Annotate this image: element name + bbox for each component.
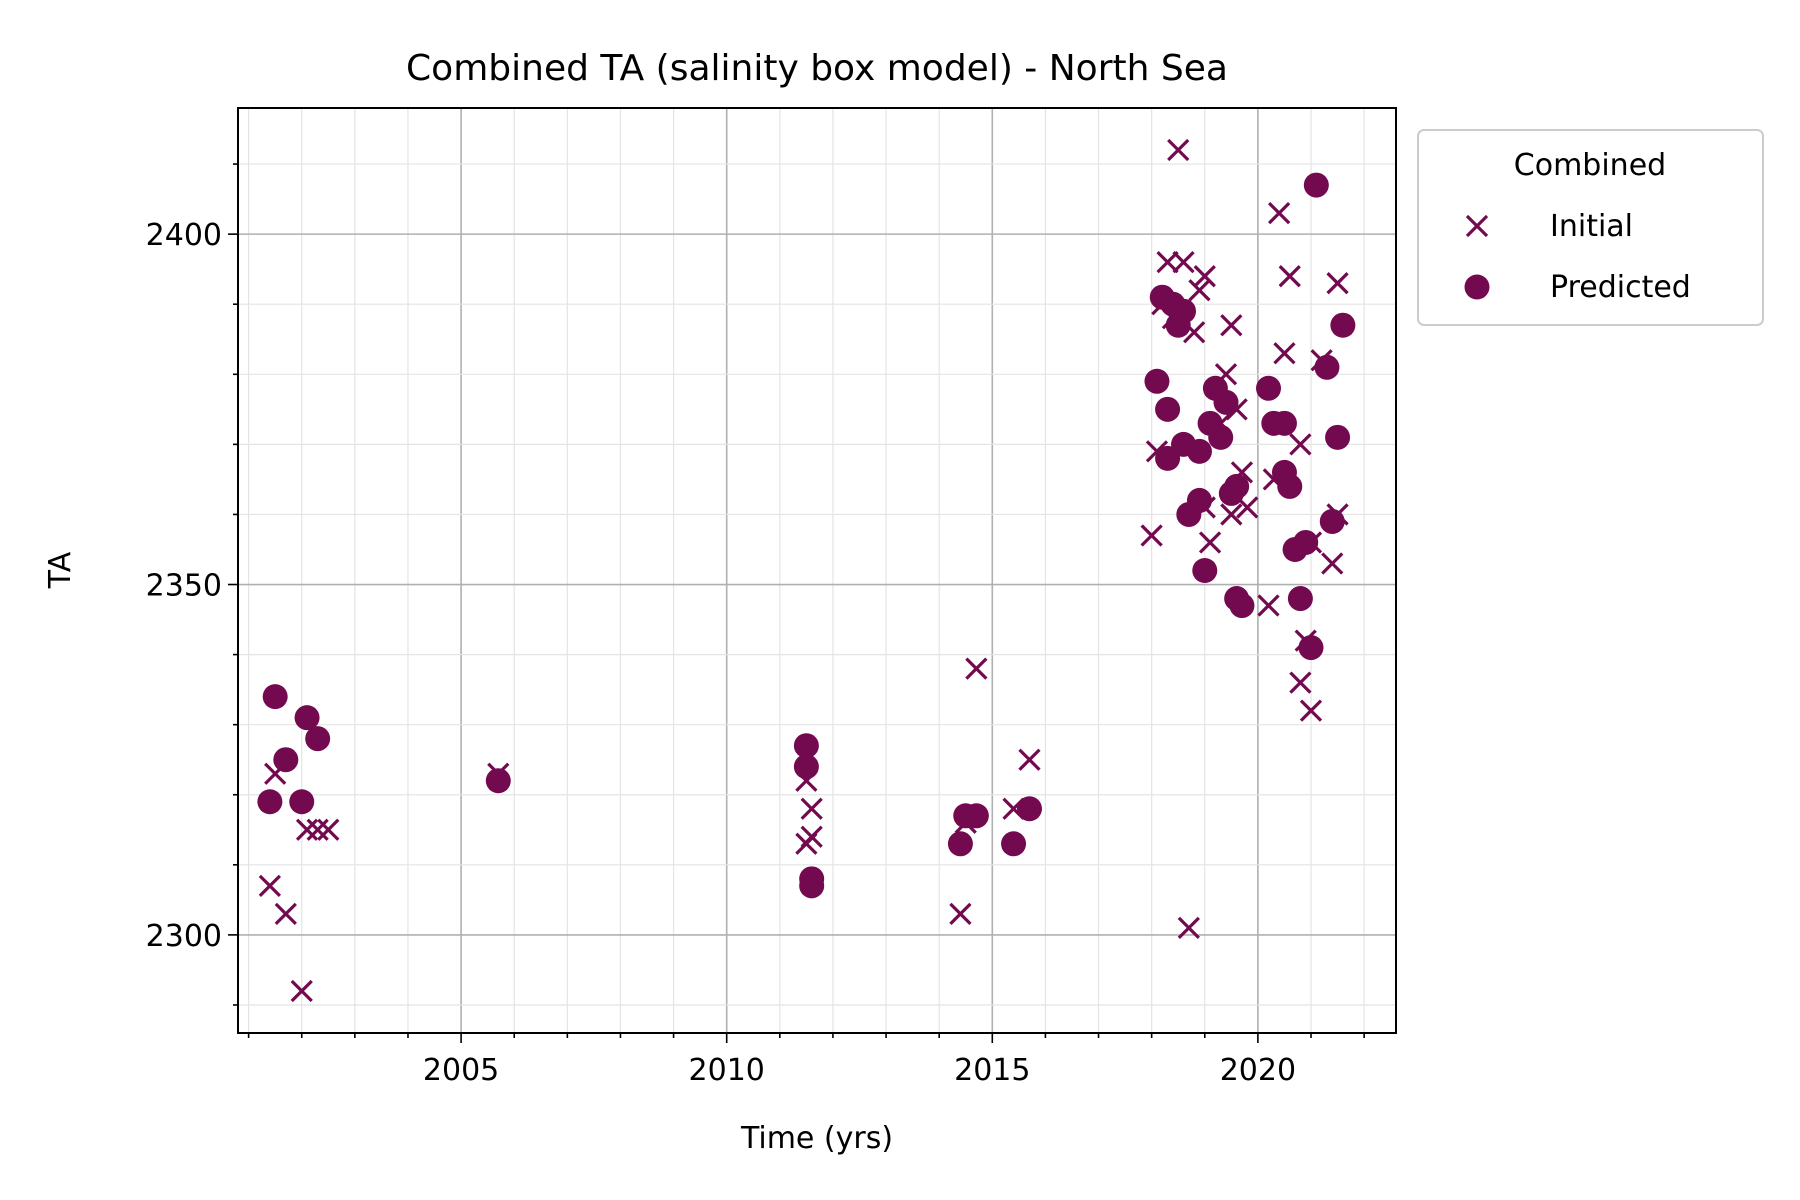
x-tick-label: 2010	[689, 1053, 765, 1088]
initial-point	[1321, 552, 1344, 575]
y-tick-label: 2400	[146, 218, 222, 253]
initial-point	[1273, 342, 1296, 365]
legend: Combined Initial Predicted	[1417, 129, 1764, 326]
predicted-point	[1144, 368, 1170, 394]
x-tick-label: 2005	[423, 1053, 499, 1088]
predicted-point	[1271, 410, 1297, 436]
initial-point	[1177, 916, 1200, 940]
initial-point	[1198, 531, 1222, 554]
predicted-point	[1314, 354, 1340, 380]
predicted-point	[1298, 635, 1324, 661]
initial-point	[1188, 279, 1211, 302]
initial-point	[1257, 594, 1280, 617]
initial-point	[1156, 251, 1179, 274]
initial-point	[295, 818, 319, 841]
predicted-point	[1186, 438, 1212, 464]
legend-label-initial: Initial	[1550, 209, 1633, 244]
legend-marker-predicted	[1464, 274, 1490, 300]
y-tick-label: 2350	[146, 569, 222, 604]
initial-point	[258, 874, 282, 897]
initial-point	[800, 797, 823, 820]
predicted-point	[305, 726, 331, 752]
axes: 2005 2010 2015 2020 2300 2350 2400	[146, 163, 1365, 1088]
predicted-point	[1192, 558, 1218, 583]
x-tick-label: 2015	[954, 1053, 1030, 1088]
data-points	[257, 138, 1356, 1003]
legend-title: Combined	[1514, 148, 1666, 183]
predicted-point	[1319, 508, 1345, 534]
legend-label-predicted: Predicted	[1550, 270, 1691, 305]
y-tick-label: 2300	[146, 919, 222, 954]
predicted-point	[1186, 487, 1212, 513]
predicted-point	[289, 789, 315, 815]
y-axis-label: TA	[43, 551, 78, 589]
predicted-point	[1208, 424, 1234, 450]
predicted-point	[799, 873, 825, 899]
initial-point	[1018, 748, 1041, 771]
initial-point	[1289, 433, 1312, 456]
predicted-point	[262, 684, 288, 710]
legend-box	[1417, 129, 1764, 326]
initial-point	[1172, 251, 1195, 274]
initial-point	[1193, 265, 1216, 288]
initial-point	[949, 902, 972, 926]
predicted-point	[1001, 831, 1027, 857]
predicted-point	[257, 789, 283, 815]
predicted-point	[1256, 375, 1282, 401]
initial-point	[1268, 201, 1291, 225]
initial-point	[1220, 314, 1243, 337]
predicted-point	[1303, 172, 1329, 198]
initial-point	[306, 818, 329, 841]
predicted-point	[1293, 529, 1319, 555]
legend-x-icon	[1465, 214, 1489, 238]
initial-point	[274, 902, 297, 926]
predicted-point	[1229, 593, 1255, 619]
predicted-point	[1224, 473, 1250, 499]
predicted-point	[1171, 298, 1197, 324]
predicted-point	[485, 768, 511, 794]
initial-point	[1326, 272, 1349, 295]
initial-point	[1289, 671, 1312, 694]
predicted-point	[963, 803, 989, 829]
initial-point	[290, 979, 313, 1003]
predicted-point	[947, 831, 973, 857]
predicted-point	[1016, 796, 1042, 822]
predicted-point	[1287, 586, 1313, 612]
initial-point	[1167, 138, 1190, 162]
initial-point	[1278, 265, 1301, 288]
initial-point	[965, 657, 988, 680]
predicted-point	[1330, 312, 1356, 338]
predicted-point	[1213, 389, 1239, 415]
initial-point	[317, 818, 340, 841]
legend-dot-icon	[1464, 274, 1490, 300]
predicted-point	[1277, 473, 1303, 499]
plot-frame	[237, 107, 1397, 1034]
chart-title: Combined TA (salinity box model) - North…	[406, 48, 1228, 89]
legend-marker-initial	[1465, 214, 1489, 238]
initial-point	[800, 825, 823, 848]
initial-point	[1220, 503, 1243, 526]
predicted-point	[273, 747, 299, 773]
predicted-point	[793, 754, 819, 780]
predicted-point	[1155, 396, 1181, 422]
x-axis-label: Time (yrs)	[740, 1121, 893, 1156]
initial-point	[1299, 699, 1323, 722]
initial-point	[1140, 524, 1163, 547]
predicted-point	[294, 705, 320, 731]
x-tick-label: 2020	[1220, 1053, 1296, 1088]
grid	[238, 108, 1396, 1033]
predicted-point	[793, 733, 819, 759]
predicted-point	[1325, 424, 1351, 450]
